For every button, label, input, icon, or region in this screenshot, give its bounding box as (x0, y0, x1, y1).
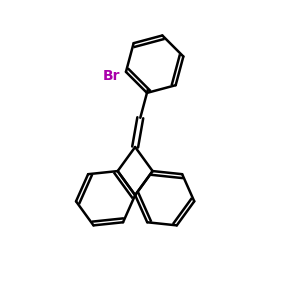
Text: Br: Br (103, 69, 120, 83)
